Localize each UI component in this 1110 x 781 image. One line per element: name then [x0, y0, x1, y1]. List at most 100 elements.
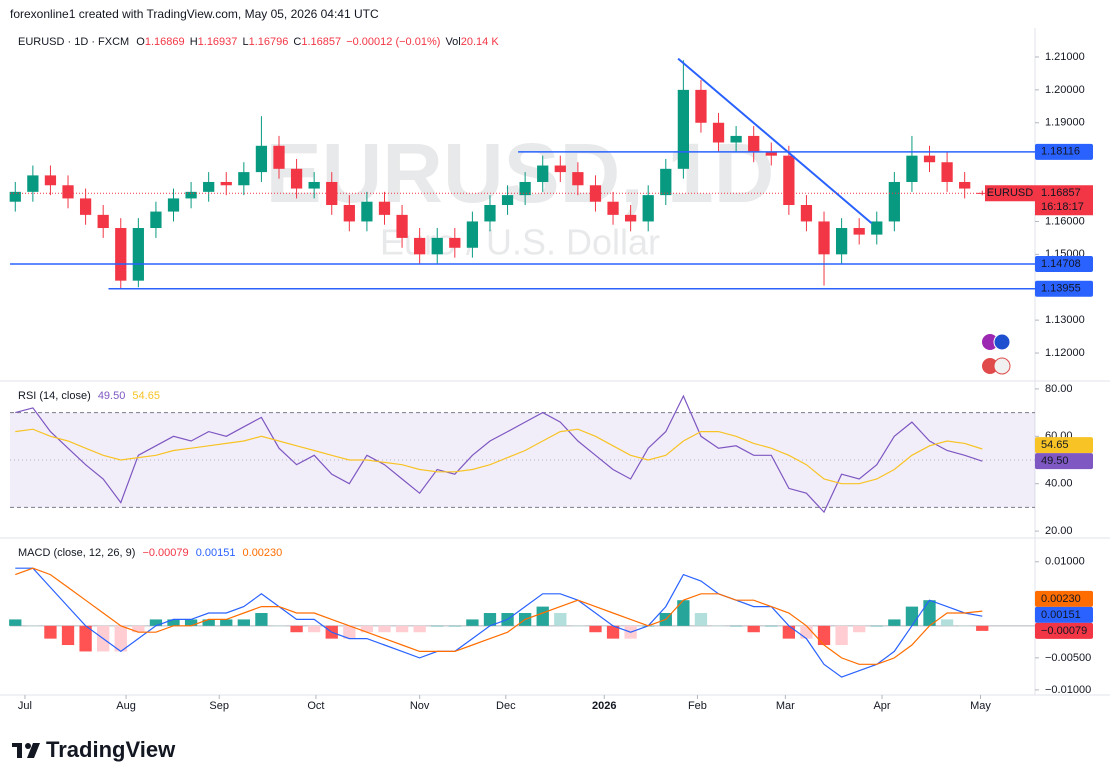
indicator-line	[15, 428, 983, 485]
histogram-bar	[308, 625, 321, 633]
rsi-legend: RSI (14, close) 49.50 54.65	[18, 390, 160, 402]
rsi-title: RSI (14, close)	[18, 390, 91, 402]
candle-body	[185, 191, 197, 199]
countdown: 16:18:17	[1041, 201, 1084, 213]
candle-body	[238, 172, 250, 186]
logo-mark	[17, 743, 22, 758]
histogram-bar	[9, 619, 22, 626]
histogram-bar	[466, 619, 479, 626]
histogram-bar	[44, 625, 57, 639]
indicator-line	[15, 567, 983, 665]
histogram-bar	[149, 619, 163, 626]
candle-body	[150, 211, 162, 229]
candle-body	[378, 201, 391, 215]
candle-body	[220, 181, 232, 186]
price-label-box	[1035, 143, 1093, 160]
ohlc-letter: L	[242, 36, 248, 48]
histogram-bar	[237, 619, 250, 626]
histogram-bar	[835, 625, 848, 646]
candle-body	[449, 237, 461, 248]
logo-mark	[27, 743, 40, 758]
histogram-bar	[606, 625, 620, 639]
candle-body	[642, 195, 654, 222]
histogram-bar	[290, 625, 303, 633]
y-tick-label: 1.19000	[1045, 117, 1085, 129]
histogram-bar	[184, 619, 198, 626]
trend-line	[677, 57, 873, 224]
y-tick-label: 1.20000	[1045, 84, 1085, 96]
histogram-bar	[272, 625, 286, 627]
candle-body	[501, 195, 514, 205]
indicator-line	[15, 394, 983, 514]
ohlc-letter: C	[293, 36, 301, 48]
histogram-bar	[923, 600, 936, 626]
macd-signal-value: 0.00230	[243, 547, 283, 559]
candle-body	[677, 89, 689, 169]
icon	[982, 358, 998, 374]
histogram-bar	[79, 625, 92, 652]
histogram-bar	[958, 625, 971, 627]
icon	[993, 333, 1011, 351]
histogram-bar	[870, 625, 883, 627]
candle-body	[730, 135, 742, 143]
close-value: 1.16857	[301, 36, 341, 48]
candle-body	[167, 198, 180, 212]
x-tick-label: Nov	[410, 700, 430, 712]
icon	[982, 334, 998, 350]
x-tick-label: Feb	[688, 700, 707, 712]
candle-body	[484, 205, 496, 222]
macd-title: MACD (close, 12, 26, 9)	[18, 547, 135, 559]
x-tick-label: 2026	[592, 700, 616, 712]
current-price-label: 1.16857	[1041, 187, 1081, 199]
value-label: 49.50	[1041, 455, 1069, 467]
price-label: 1.14708	[1041, 258, 1081, 270]
macd-legend: MACD (close, 12, 26, 9) −0.00079 0.00151…	[18, 547, 282, 559]
histogram-bar	[571, 625, 585, 627]
symbol-label-box	[985, 185, 1035, 202]
histogram-bar	[677, 600, 690, 626]
candle-body	[572, 172, 584, 186]
change: −0.00012 (−0.01%)	[346, 36, 440, 48]
logo-text: TradingView	[46, 737, 176, 762]
candle-body	[906, 155, 918, 182]
histogram-bar	[853, 625, 866, 633]
histogram-bar	[554, 613, 567, 626]
histogram-bar	[940, 619, 954, 626]
candle-body	[255, 145, 268, 173]
price-label: 1.13955	[1041, 283, 1081, 295]
value-label-box	[1035, 437, 1093, 454]
candle-body	[748, 135, 760, 153]
watermark-symbol: EURUSD, 1D	[266, 126, 775, 220]
histogram-bar	[378, 625, 391, 633]
histogram-bar	[360, 625, 374, 633]
open-value: 1.16869	[145, 36, 185, 48]
histogram-bar	[976, 625, 989, 631]
icon	[993, 357, 1011, 375]
candle-body	[519, 181, 531, 196]
price-label-box	[1035, 280, 1093, 297]
x-tick-label: Aug	[116, 700, 136, 712]
candle-body	[132, 228, 144, 281]
histogram-bar	[26, 625, 40, 627]
histogram-bar	[132, 625, 145, 633]
candle-body	[273, 145, 285, 169]
volume-label: Vol	[445, 36, 460, 48]
candle-body	[44, 175, 57, 186]
histogram-bar	[220, 619, 233, 626]
rsi-value: 49.50	[98, 390, 126, 402]
y-tick-label: −0.01000	[1045, 684, 1091, 696]
histogram-bar	[167, 619, 180, 626]
value-label-box	[1035, 606, 1093, 623]
value-label: 0.00151	[1041, 609, 1081, 621]
price-label: 1.18116	[1041, 146, 1080, 158]
symbol: EURUSD · 1D · FXCM	[18, 36, 129, 48]
histogram-bar	[202, 619, 215, 626]
currency-icons	[982, 333, 1011, 375]
histogram-bar	[483, 613, 497, 626]
histogram-bar	[782, 625, 796, 639]
candle-body	[607, 201, 619, 215]
low-value: 1.16796	[249, 36, 289, 48]
current-price-box	[1035, 185, 1093, 216]
histogram-bar	[729, 625, 743, 627]
candle-body	[853, 228, 865, 235]
